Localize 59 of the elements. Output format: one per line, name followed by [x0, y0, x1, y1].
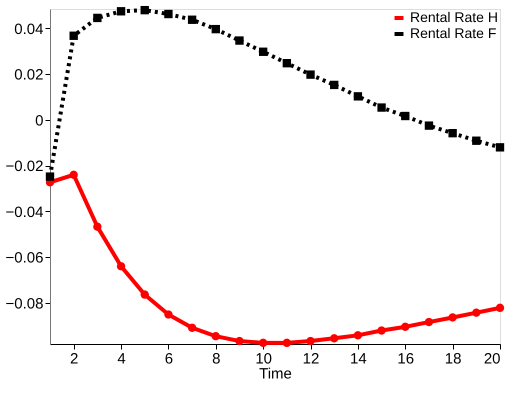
point: [330, 334, 338, 342]
point: [496, 304, 504, 312]
y-tick-label: 0.02: [14, 66, 44, 84]
y-tick-label: −0.06: [6, 250, 44, 267]
point: [424, 318, 434, 326]
point: [282, 338, 292, 348]
x-tick-label: 10: [255, 350, 272, 368]
point: [93, 14, 102, 22]
point: [188, 324, 196, 332]
y-tick-label: 0.04: [14, 20, 44, 38]
x-tick-label: 20: [484, 350, 500, 368]
x-tick-label: 16: [397, 350, 414, 368]
point: [140, 290, 149, 299]
point: [401, 322, 410, 332]
point: [448, 313, 457, 322]
x-tick-label: 18: [444, 350, 462, 368]
point: [306, 336, 315, 346]
point: [258, 48, 268, 56]
point: [46, 172, 54, 181]
point: [116, 262, 126, 270]
y-tick-label: −0.08: [6, 295, 44, 312]
y-tick-label: 0: [35, 112, 44, 130]
x-tick-label: 2: [70, 350, 78, 368]
point: [472, 136, 480, 145]
point: [212, 332, 220, 340]
x-tick-label: 8: [212, 350, 220, 368]
x-tick-label: 4: [117, 350, 126, 368]
x-axis-title: Time: [259, 366, 292, 382]
point: [93, 222, 102, 231]
point: [306, 70, 315, 79]
x-tick-label: 6: [164, 350, 174, 368]
x-tick-label: 12: [302, 350, 320, 368]
y-tick-label: −0.04: [6, 204, 44, 221]
x-tick-label: 14: [350, 350, 367, 368]
point: [448, 128, 457, 138]
point: [282, 59, 292, 68]
point: [164, 10, 173, 18]
point: [401, 112, 410, 120]
point: [377, 326, 386, 335]
y-tick-label: −0.02: [6, 158, 44, 176]
point: [424, 121, 434, 130]
point: [140, 6, 149, 14]
point: [212, 24, 220, 34]
point: [354, 331, 362, 340]
point: [377, 103, 386, 112]
point: [116, 7, 126, 16]
point: [235, 36, 244, 45]
point: [70, 170, 78, 179]
point: [164, 310, 173, 319]
point: [472, 308, 480, 317]
point: [258, 338, 268, 348]
point: [330, 80, 338, 90]
legend-label: Rental Rate H: [410, 9, 498, 25]
point: [496, 143, 504, 152]
point: [354, 92, 362, 101]
legend-label: Rental Rate F: [410, 25, 496, 41]
point: [70, 32, 78, 40]
point: [188, 16, 196, 24]
point: [235, 336, 244, 346]
